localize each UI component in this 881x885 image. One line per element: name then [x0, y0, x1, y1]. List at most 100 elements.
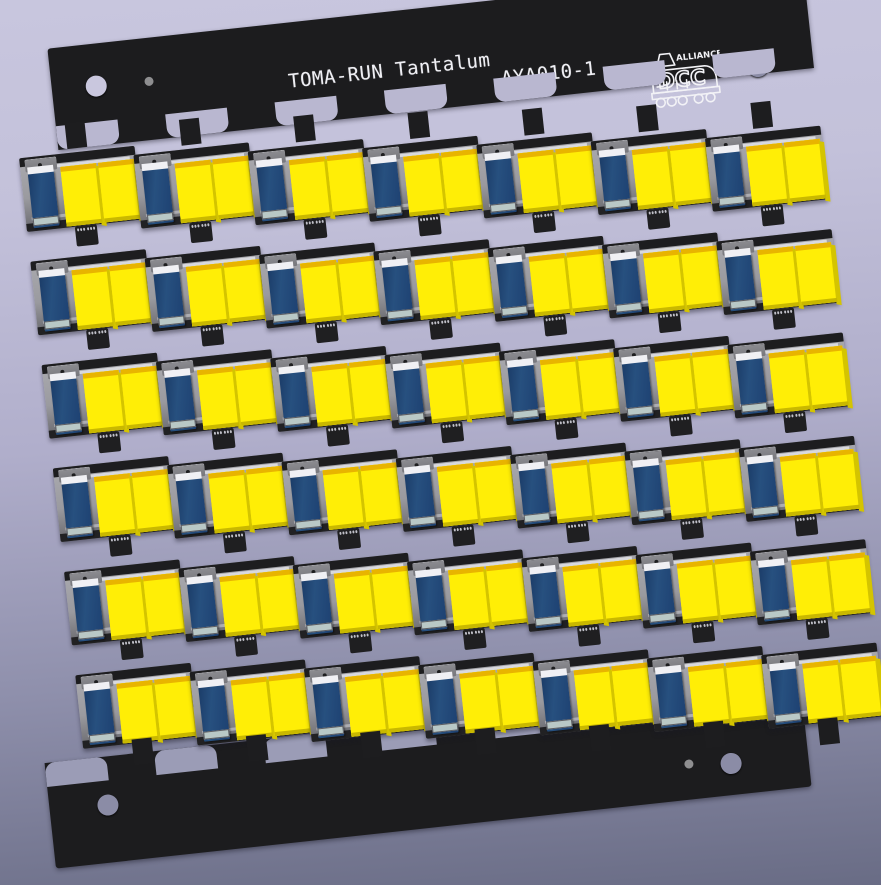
pcb-module[interactable] [188, 649, 328, 763]
ic-package[interactable] [60, 474, 94, 539]
tantalum-capacitor[interactable] [219, 573, 267, 637]
ic-marking-band-top [414, 568, 442, 578]
ic-marking-band-bottom [317, 725, 345, 737]
pcb-module[interactable] [52, 446, 191, 557]
pcb-module[interactable] [166, 442, 306, 554]
ic-marking-band-top [598, 147, 626, 158]
tantalum-capacitor[interactable] [82, 369, 130, 434]
tantalum-capacitor[interactable] [333, 569, 381, 634]
module-substrate [761, 642, 881, 729]
pcb-module[interactable] [29, 239, 169, 351]
ic-marking-band-top [49, 371, 77, 382]
ic-package[interactable] [278, 364, 311, 429]
ic-package[interactable] [38, 268, 71, 332]
tantalum-capacitor[interactable] [60, 163, 107, 227]
ic-package[interactable] [83, 681, 116, 746]
pcb-module[interactable] [177, 546, 317, 657]
pcb-module[interactable] [18, 121, 158, 247]
ic-package[interactable] [197, 678, 231, 742]
ic-package[interactable] [311, 674, 345, 739]
ic-marking-band-top [506, 358, 534, 368]
ic-package[interactable] [175, 471, 208, 535]
tantalum-capacitor[interactable] [116, 680, 164, 744]
ic-package[interactable] [381, 258, 414, 322]
ic-marking-band-top [381, 258, 408, 268]
ic-marking-band-bottom [88, 732, 116, 744]
module-substrate [258, 242, 385, 329]
ic-marking-band-top [540, 668, 568, 678]
module-substrate [281, 449, 407, 536]
module-substrate [64, 559, 190, 646]
tantalum-capacitor[interactable] [573, 666, 621, 731]
ic-package[interactable] [141, 161, 174, 225]
tantalum-capacitor[interactable] [300, 259, 347, 324]
ic-package[interactable] [414, 568, 448, 632]
pcb-module[interactable] [40, 342, 180, 454]
ic-marking-band-top [529, 564, 556, 575]
alignment-pad-bottom-right [683, 759, 694, 770]
ic-package[interactable] [27, 164, 60, 229]
pcb-module[interactable] [303, 646, 443, 759]
module-substrate [30, 249, 156, 336]
ic-package[interactable] [370, 154, 403, 219]
tantalum-capacitor[interactable] [840, 655, 881, 720]
ic-marking-band-top [370, 154, 397, 165]
pcb-module[interactable] [646, 636, 785, 749]
ic-marking-band-top [83, 681, 110, 692]
pcb-module[interactable] [417, 642, 557, 756]
panel-rail-stub [293, 114, 316, 143]
ic-marking-band-bottom [146, 212, 174, 223]
ic-package[interactable] [654, 664, 688, 729]
ic-package[interactable] [152, 264, 186, 329]
ic-package[interactable] [540, 668, 573, 732]
ic-marking-band-bottom [66, 525, 94, 537]
ic-package[interactable] [72, 578, 105, 642]
ic-package[interactable] [186, 574, 219, 639]
ic-marking-band-top [197, 678, 225, 689]
panel-rail-stub [245, 734, 269, 763]
ic-package[interactable] [300, 571, 334, 636]
ic-marking-band-top [300, 571, 328, 582]
pcb-module[interactable] [155, 339, 295, 451]
ic-package[interactable] [392, 361, 425, 425]
tantalum-capacitor[interactable] [174, 159, 222, 224]
tantalum-capacitor[interactable] [345, 673, 392, 737]
tantalum-capacitor[interactable] [71, 266, 119, 330]
tantalum-capacitor[interactable] [322, 466, 370, 531]
pcb-module[interactable] [74, 653, 214, 766]
ic-marking-band-bottom [774, 712, 802, 723]
module-substrate [303, 656, 430, 743]
pcb-module[interactable] [132, 117, 272, 244]
tantalum-capacitor[interactable] [687, 663, 735, 727]
ic-package[interactable] [266, 261, 300, 325]
tantalum-capacitor[interactable] [311, 363, 358, 427]
tantalum-capacitor[interactable] [208, 469, 255, 534]
mounting-hole-bottom-right [719, 751, 743, 776]
tantalum-capacitor[interactable] [197, 366, 244, 431]
tantalum-capacitor[interactable] [105, 576, 152, 641]
mounting-hole-top-left [84, 74, 108, 98]
panel-rail-stub [703, 720, 726, 749]
tantalum-capacitor[interactable] [230, 676, 278, 741]
tantalum-capacitor[interactable] [93, 473, 141, 537]
ic-package[interactable] [163, 368, 197, 432]
tantalum-capacitor[interactable] [802, 659, 849, 724]
ic-package[interactable] [426, 671, 459, 736]
panel-rail-stub [178, 117, 202, 146]
ic-package[interactable] [403, 464, 437, 529]
tantalum-capacitor[interactable] [459, 669, 506, 734]
tantalum-capacitor[interactable] [288, 156, 336, 220]
module-substrate [189, 659, 316, 746]
panel-rail-stub [64, 121, 88, 150]
ic-package[interactable] [255, 157, 289, 222]
ic-marking-band-bottom [32, 215, 60, 227]
ic-package[interactable] [289, 468, 322, 532]
ic-package[interactable] [49, 371, 83, 435]
tantalum-capacitor[interactable] [185, 263, 233, 327]
ic-package[interactable] [769, 661, 802, 725]
pcb-module[interactable] [144, 236, 283, 347]
pcb-module[interactable] [760, 632, 881, 746]
pcb-module[interactable] [63, 549, 203, 661]
pcb-module[interactable] [531, 639, 671, 752]
